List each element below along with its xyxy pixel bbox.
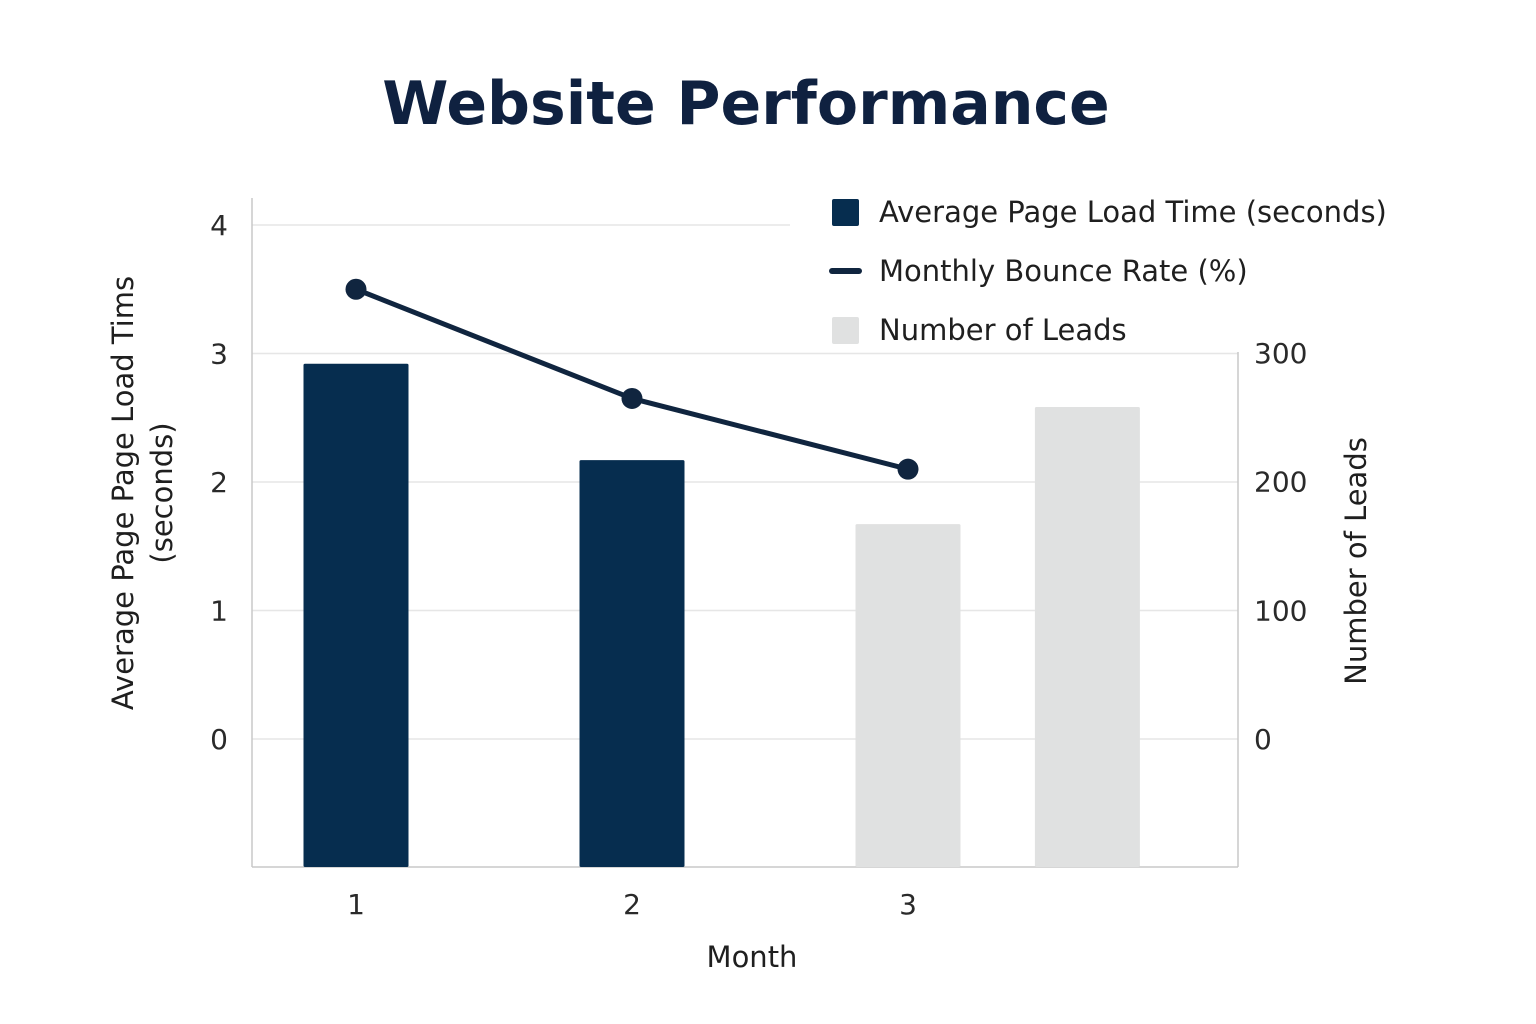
chart-title: Website Performance [382, 69, 1109, 139]
legend-swatch-load-time [832, 199, 859, 226]
tick-labels: 0 1 2 3 4 0 100 200 300 1 2 3 [210, 209, 1307, 921]
legend-label-load-time: Average Page Load Time (seconds) [879, 195, 1387, 229]
y-axis-right-label-group: Number of Leads [1339, 437, 1373, 685]
bounce-rate-point-2 [621, 387, 643, 409]
legend-label-bounce-rate: Monthly Bounce Rate (%) [879, 254, 1248, 288]
y-axis-left-label-line-2: (seconds) [145, 422, 179, 563]
bounce-rate-polyline [355, 286, 909, 472]
bounce-rate-point-3 [897, 458, 919, 480]
bars [303, 363, 1140, 867]
y-right-tick-label: 300 [1254, 337, 1307, 370]
bar-number-of-leads-2 [1034, 407, 1140, 867]
x-tick-label: 3 [899, 888, 917, 921]
y-axis-left-label: Average Page Page Load Tims (seconds) [106, 276, 179, 710]
y-left-tick-label: 2 [210, 466, 228, 499]
y-right-tick-label: 100 [1254, 594, 1307, 627]
x-tick-label: 2 [623, 888, 641, 921]
legend-swatch-leads [832, 317, 859, 344]
legend: Average Page Load Time (seconds) Monthly… [829, 195, 1387, 347]
y-right-tick-label: 0 [1254, 723, 1272, 756]
y-left-tick-label: 1 [210, 595, 228, 628]
x-axis-label: Month [707, 940, 798, 974]
y-left-tick-label: 3 [210, 338, 228, 371]
bar-average-page-load-time-seconds-2 [579, 460, 685, 867]
bar-average-page-load-time-seconds-1 [303, 363, 409, 867]
y-axis-right-label: Number of Leads [1339, 437, 1373, 685]
bar-number-of-leads-1 [855, 524, 961, 867]
bounce-rate-line [345, 278, 919, 480]
bounce-rate-point-1 [345, 278, 367, 300]
y-right-tick-label: 200 [1254, 466, 1307, 499]
legend-label-leads: Number of Leads [879, 313, 1127, 347]
y-left-tick-label: 0 [210, 723, 228, 756]
x-tick-label: 1 [347, 888, 365, 921]
y-axis-left-label-line-1: Average Page Page Load Tims [106, 276, 140, 710]
y-left-tick-label: 4 [210, 209, 228, 242]
